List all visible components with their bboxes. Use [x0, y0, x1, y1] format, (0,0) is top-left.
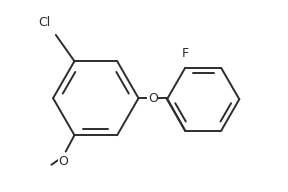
Text: F: F [181, 47, 189, 60]
Text: Cl: Cl [38, 17, 50, 29]
Text: O: O [148, 92, 158, 105]
Text: O: O [58, 155, 69, 168]
